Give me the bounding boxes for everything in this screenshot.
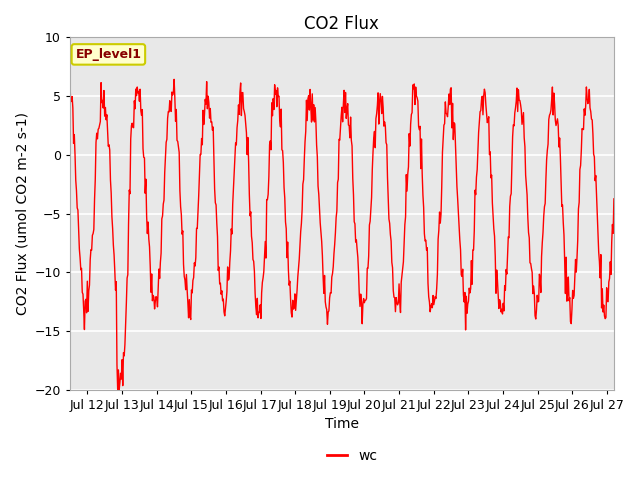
Text: EP_level1: EP_level1 — [76, 48, 141, 61]
Y-axis label: CO2 Flux (umol CO2 m-2 s-1): CO2 Flux (umol CO2 m-2 s-1) — [15, 112, 29, 315]
Title: CO2 Flux: CO2 Flux — [305, 15, 380, 33]
X-axis label: Time: Time — [325, 418, 359, 432]
Legend: wc: wc — [321, 443, 383, 468]
